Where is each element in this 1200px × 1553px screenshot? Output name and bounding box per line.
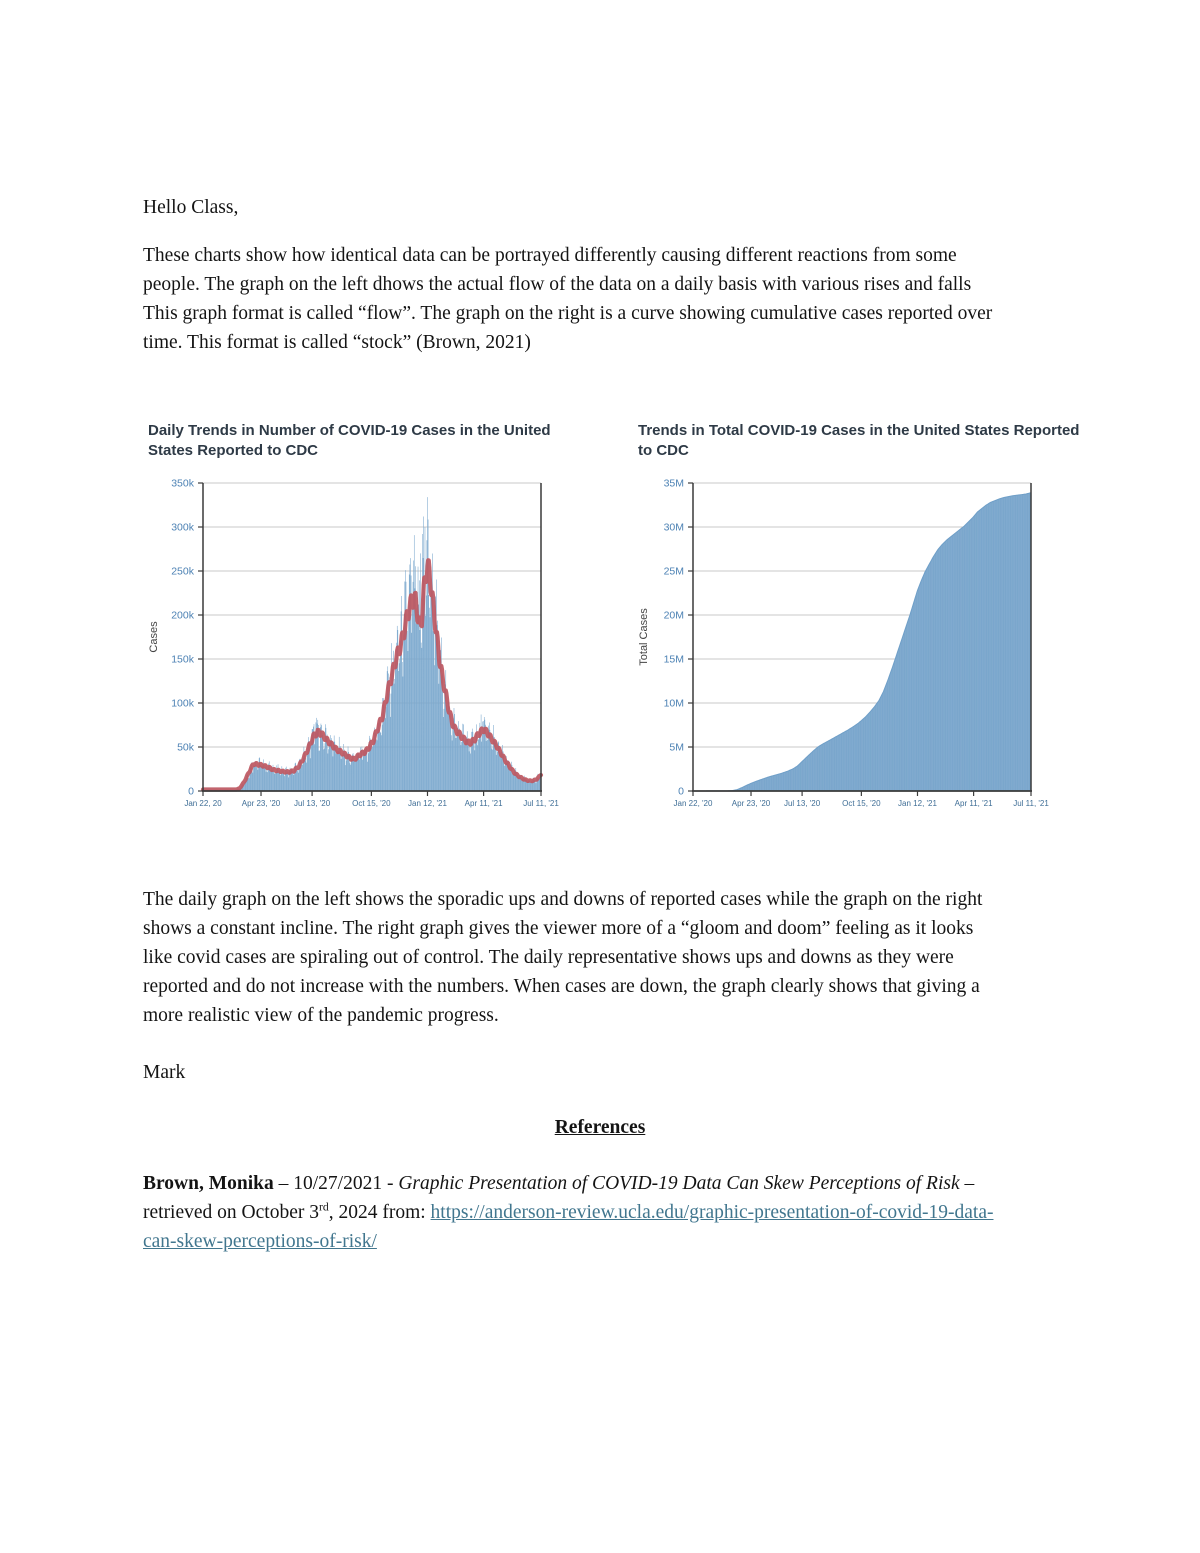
svg-text:Apr 23, '20: Apr 23, '20 (242, 799, 281, 808)
daily-cases-chart: Daily Trends in Number of COVID-19 Cases… (143, 421, 605, 811)
total-chart-title: Trends in Total COVID-19 Cases in the Un… (638, 422, 1080, 459)
daily-chart-title: Daily Trends in Number of COVID-19 Cases… (148, 422, 551, 459)
svg-text:25M: 25M (664, 566, 684, 578)
reference-retrieved: – retrieved on October 3 (143, 1173, 975, 1223)
svg-text:Apr 11, '21: Apr 11, '21 (955, 799, 993, 808)
svg-text:0: 0 (678, 786, 684, 798)
intro-paragraph: These charts show how identical data can… (143, 245, 993, 353)
svg-text:Jul 11, '21: Jul 11, '21 (523, 799, 559, 808)
reference-title: Graphic Presentation of COVID-19 Data Ca… (398, 1173, 960, 1194)
svg-text:35M: 35M (664, 478, 684, 490)
svg-text:0: 0 (188, 786, 194, 798)
svg-text:150k: 150k (171, 654, 195, 666)
reference-author: Brown, Monika (143, 1173, 274, 1194)
svg-text:15M: 15M (664, 654, 684, 666)
analysis-paragraph: The daily graph on the left shows the sp… (143, 889, 983, 1026)
charts-row: Daily Trends in Number of COVID-19 Cases… (143, 421, 1200, 811)
svg-text:Apr 23, '20: Apr 23, '20 (732, 799, 771, 808)
svg-text:300k: 300k (171, 522, 195, 534)
greeting: Hello Class, (143, 197, 239, 218)
signature: Mark (143, 1062, 186, 1083)
svg-text:350k: 350k (171, 478, 195, 490)
reference-dash: – (273, 1173, 294, 1194)
svg-text:250k: 250k (171, 566, 195, 578)
references-heading-row: References (143, 1113, 1057, 1142)
svg-text:Oct 15, '20: Oct 15, '20 (352, 799, 391, 808)
reference-date: 10/27/2021 (293, 1173, 383, 1194)
svg-text:Cases: Cases (148, 621, 160, 653)
reference-retrieved-tail: , 2024 from: (328, 1202, 431, 1223)
svg-text:Apr 11, '21: Apr 11, '21 (465, 799, 503, 808)
svg-text:100k: 100k (171, 698, 195, 710)
svg-text:Jan 22, '20: Jan 22, '20 (674, 799, 713, 808)
svg-text:Jul 13, '20: Jul 13, '20 (294, 799, 331, 808)
total-cases-plot: 0 5M 10M 15M 20M 25M 30M 35M Jan 22, '20 Apr 23, … (638, 478, 1049, 809)
reference-ordinal: rd (318, 1200, 329, 1214)
reference-dash2: - (382, 1173, 399, 1194)
svg-text:20M: 20M (664, 610, 684, 622)
svg-text:Jul 13, '20: Jul 13, '20 (784, 799, 821, 808)
svg-text:Total Cases: Total Cases (638, 608, 650, 666)
svg-text:Jul 11, '21: Jul 11, '21 (1013, 799, 1049, 808)
reference-entry: Brown, Monika – 10/27/2021 - Graphic Pre… (143, 1169, 1005, 1256)
total-cases-chart: Trends in Total COVID-19 Cases in the Un… (633, 421, 1095, 811)
svg-text:50k: 50k (177, 742, 195, 754)
svg-text:200k: 200k (171, 610, 195, 622)
svg-text:Oct 15, '20: Oct 15, '20 (842, 799, 881, 808)
document-page: Hello Class, These charts show how ident… (143, 197, 1200, 1256)
svg-text:5M: 5M (669, 742, 684, 754)
svg-text:Jan 22, 20: Jan 22, 20 (184, 799, 222, 808)
svg-text:10M: 10M (664, 698, 684, 710)
svg-text:30M: 30M (664, 522, 684, 534)
references-heading: References (554, 1117, 646, 1138)
svg-text:Jan 12, '21: Jan 12, '21 (898, 799, 937, 808)
reference-link[interactable]: https://anderson-review.ucla.edu/graphic… (143, 1202, 994, 1252)
svg-text:Jan 12, '21: Jan 12, '21 (408, 799, 447, 808)
daily-cases-plot: 0 50k 100k 150k 200k 250k 300k 350k Jan 22, 20 Ap… (148, 478, 559, 809)
